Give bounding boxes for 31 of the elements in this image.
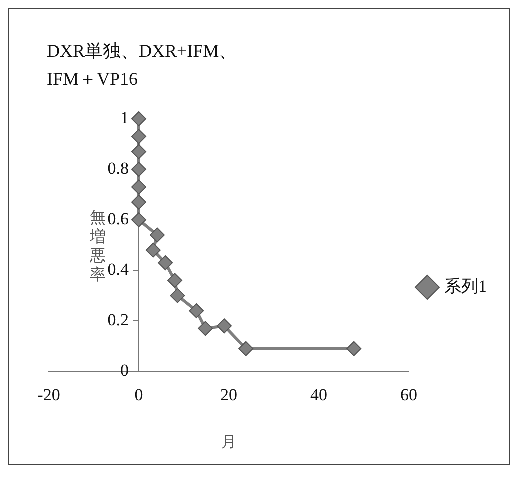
point — [132, 162, 146, 178]
point — [198, 321, 214, 336]
x-tick-label: 40 — [310, 385, 328, 404]
point — [132, 180, 146, 195]
point — [238, 341, 254, 356]
chart-title: DXR単独、DXR+IFM、IFM＋VP16 — [47, 40, 238, 91]
point — [168, 273, 182, 288]
x-tick-label: 20 — [220, 385, 238, 404]
y-tick-label: 0.8 — [108, 158, 129, 178]
y-tick-label: 1 — [120, 108, 129, 128]
legend-label: 系列1 — [444, 276, 487, 296]
point — [132, 112, 146, 126]
point — [170, 288, 186, 304]
y-tick-label: 0.2 — [108, 310, 129, 330]
point — [217, 318, 232, 334]
point — [132, 144, 146, 160]
point — [150, 228, 165, 243]
point — [158, 255, 174, 270]
point — [132, 194, 146, 210]
point — [132, 129, 146, 144]
x-tick-label: 0 — [134, 385, 144, 404]
point — [189, 303, 204, 318]
point — [346, 341, 362, 356]
y-tick-label: 0.6 — [108, 210, 129, 229]
x-axis-title: 月 — [222, 434, 236, 451]
x-tick-label: -20 — [38, 385, 60, 404]
y-axis-title: 無増悪率 — [89, 209, 107, 285]
point — [132, 212, 146, 228]
point — [146, 242, 161, 258]
x-tick-label: 60 — [400, 385, 418, 404]
y-tick-label: 0.4 — [108, 260, 130, 280]
